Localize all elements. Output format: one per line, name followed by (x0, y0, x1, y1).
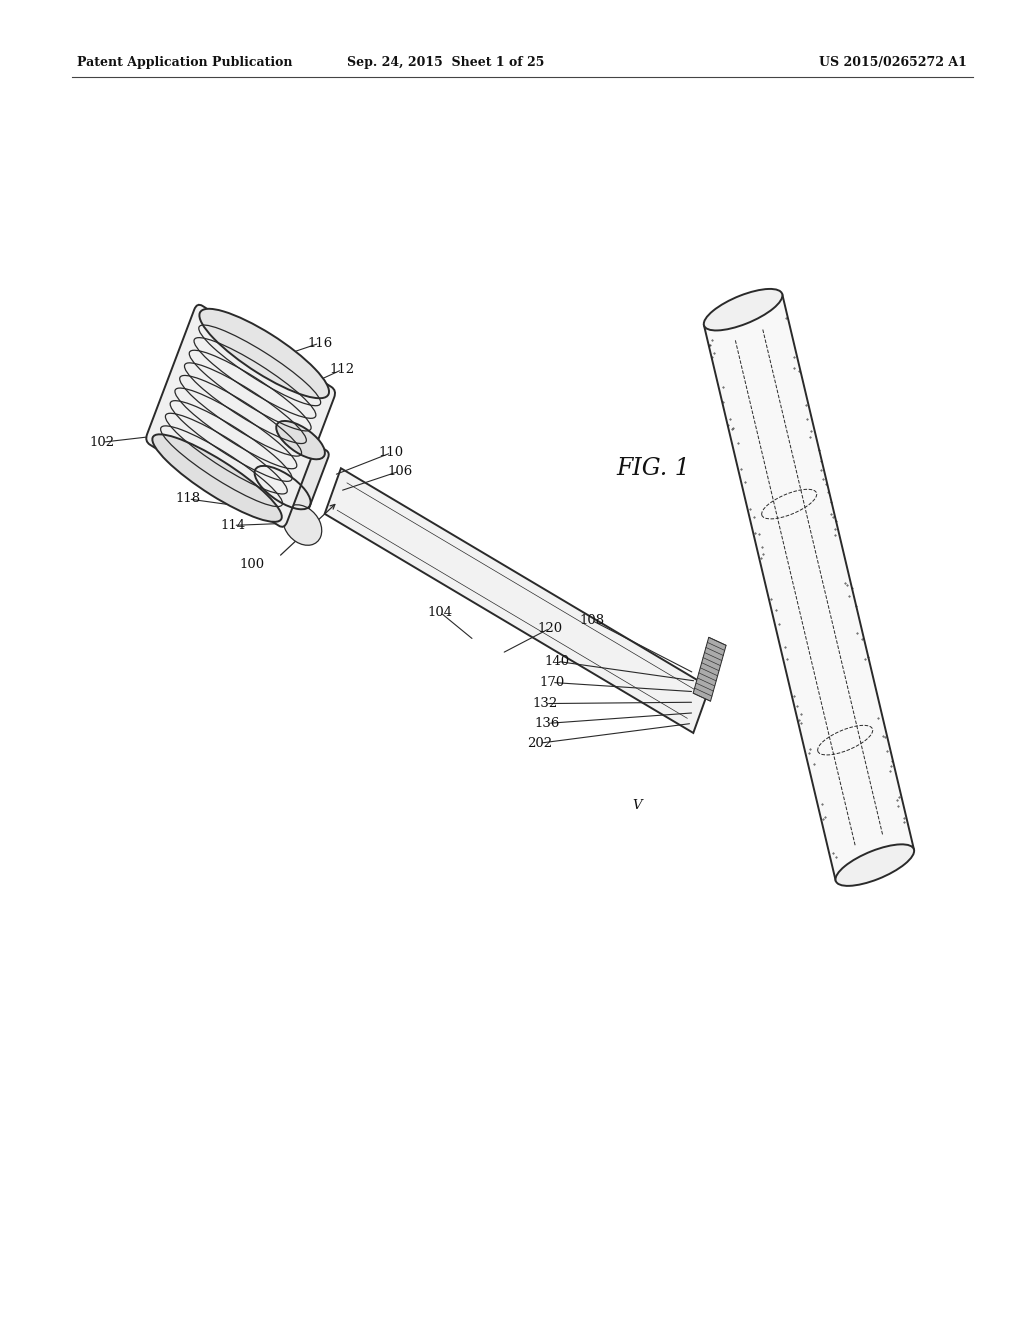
Text: 104: 104 (427, 606, 453, 619)
Text: 136: 136 (535, 717, 560, 730)
Text: 108: 108 (579, 614, 604, 627)
Text: 106: 106 (387, 465, 413, 478)
Text: FIG. 1: FIG. 1 (616, 457, 690, 480)
Ellipse shape (153, 434, 282, 521)
Text: Sep. 24, 2015  Sheet 1 of 25: Sep. 24, 2015 Sheet 1 of 25 (347, 55, 544, 69)
Text: 114: 114 (220, 519, 246, 532)
Bar (693, 638, 726, 701)
Text: 140: 140 (544, 655, 569, 668)
Text: 110: 110 (379, 446, 404, 459)
Ellipse shape (200, 309, 329, 399)
Bar (325, 469, 710, 733)
Text: 170: 170 (539, 676, 564, 689)
Text: 132: 132 (532, 697, 558, 710)
Text: V: V (632, 799, 642, 812)
Text: 116: 116 (307, 337, 333, 350)
Text: US 2015/0265272 A1: US 2015/0265272 A1 (819, 55, 967, 69)
Ellipse shape (283, 504, 322, 545)
Ellipse shape (237, 475, 275, 516)
Text: 102: 102 (89, 436, 115, 449)
Text: 120: 120 (538, 622, 563, 635)
Text: 202: 202 (526, 737, 552, 750)
Text: 112: 112 (330, 363, 355, 376)
Ellipse shape (276, 421, 325, 459)
Text: Patent Application Publication: Patent Application Publication (77, 55, 292, 69)
FancyBboxPatch shape (251, 420, 329, 517)
Ellipse shape (836, 845, 914, 886)
Text: 118: 118 (175, 492, 201, 506)
FancyBboxPatch shape (146, 305, 335, 527)
Text: 100: 100 (239, 558, 264, 572)
Ellipse shape (703, 289, 782, 330)
Bar (703, 294, 914, 880)
